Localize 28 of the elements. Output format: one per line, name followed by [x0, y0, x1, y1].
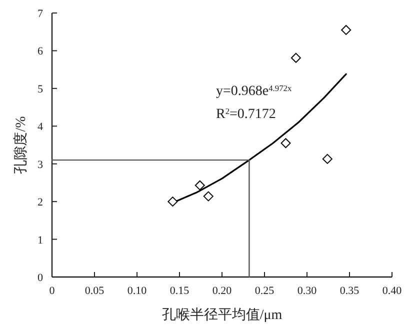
- y-tick-label: 7: [38, 8, 44, 20]
- point: [280, 138, 291, 148]
- y-tick-label: 4: [38, 121, 44, 134]
- point: [194, 180, 205, 190]
- annotation: R$^{2}$=0.7172: [216, 106, 276, 122]
- x-tick-label: 0.40: [382, 285, 402, 297]
- y-tick-label: 6: [38, 46, 44, 58]
- x-axis-title: 孔喉半径平均值/μm: [162, 307, 282, 323]
- x-tick-label: 0.10: [127, 285, 148, 297]
- point: [168, 196, 178, 207]
- x-tick-label: 0: [49, 285, 56, 297]
- point: [203, 191, 214, 202]
- y-tick-label: 3: [38, 158, 44, 171]
- y-tick-label: 0: [38, 272, 44, 284]
- x-tick-label: 0.35: [340, 285, 360, 297]
- point: [341, 24, 352, 35]
- x-tick-label: 0.20: [212, 285, 232, 297]
- annotation: y=0.968e$^{4.972x}$: [216, 84, 292, 99]
- y-tick-label: 1: [38, 234, 43, 246]
- x-tick-label: 0.05: [84, 285, 105, 297]
- x-tick-label: 0.30: [297, 285, 318, 297]
- x-tick-label: 0.15: [170, 285, 190, 297]
- point: [322, 154, 332, 164]
- y-tick-label: 5: [38, 83, 44, 96]
- y-tick-label: 2: [38, 196, 43, 209]
- y-axis-title: 孔隙度/%: [13, 116, 29, 174]
- point: [290, 52, 301, 63]
- x-tick-label: 0.25: [254, 285, 275, 297]
